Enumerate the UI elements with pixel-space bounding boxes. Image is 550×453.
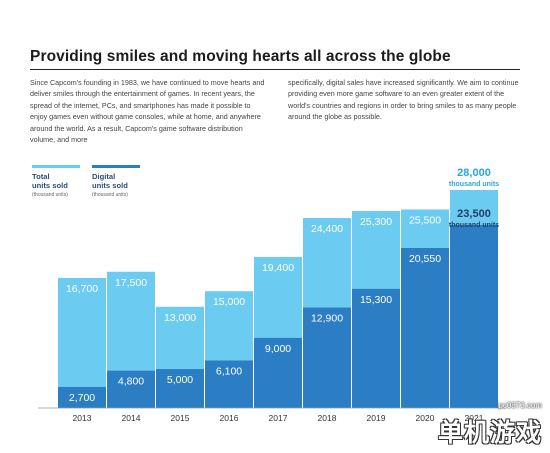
label-digital-2019: 15,300: [360, 294, 392, 306]
bar-total-2013: [58, 277, 106, 408]
bar-digital-2017: [254, 337, 302, 408]
watermark: pc0873.com 单机游戏: [412, 401, 544, 449]
bar-digital-2014: [107, 370, 155, 408]
legend-digital-unit: (thousand units): [92, 192, 128, 198]
label-digital-unit-2021: thousand units: [449, 222, 499, 229]
label-total-2020: 25,500: [409, 214, 441, 226]
x-tick-2018: 2018: [318, 413, 337, 423]
legend-digital: Digital units sold (thousand units): [92, 165, 140, 198]
x-tick-2017: 2017: [269, 413, 288, 423]
label-digital-2016: 6,100: [216, 366, 242, 378]
x-tick-2013: 2013: [73, 413, 92, 423]
title-divider: [30, 69, 520, 70]
legend-total: Total units sold (thousand units): [32, 165, 80, 198]
x-tick-2014: 2014: [122, 413, 141, 423]
legend-total-swatch: [32, 165, 80, 168]
x-tick-2015: 2015: [171, 413, 190, 423]
label-total-2015: 13,000: [164, 312, 196, 324]
label-digital-2018: 12,900: [311, 313, 343, 325]
watermark-logo: 单机游戏: [437, 419, 542, 447]
label-digital-2017: 9,000: [265, 343, 291, 355]
intro-paragraph-left: Since Capcom's founding in 1983, we have…: [30, 78, 265, 145]
x-tick-2021: 2021: [465, 413, 484, 423]
label-digital-2015: 5,000: [167, 374, 193, 386]
bar-digital-2020: [401, 248, 449, 408]
label-digital-2021: 23,500: [457, 208, 491, 220]
label-total-2021: 28,000: [457, 167, 491, 179]
bar-digital-2021: [450, 225, 498, 408]
x-tick-2016: 2016: [220, 413, 239, 423]
x-tick-2020: 2020: [416, 413, 435, 423]
label-total-2017: 19,400: [262, 262, 294, 274]
bar-digital-2015: [156, 369, 204, 408]
bar-digital-2018: [303, 307, 351, 408]
legend-digital-swatch: [92, 165, 140, 168]
label-total-unit-2021: thousand units: [449, 181, 499, 188]
legend-digital-label-line1: Digital: [92, 172, 116, 181]
intro-paragraph-right: specifically, digital sales have increas…: [288, 78, 519, 122]
legend-digital-label-line2: units sold: [92, 181, 128, 190]
label-total-2014: 17,500: [115, 277, 147, 289]
page-title: Providing smiles and moving hearts all a…: [30, 48, 451, 65]
label-digital-2014: 4,800: [118, 376, 144, 388]
x-tick-2019: 2019: [367, 413, 386, 423]
label-total-2019: 25,300: [360, 216, 392, 228]
legend-total-unit: (thousand units): [32, 192, 68, 198]
label-digital-2020: 20,550: [409, 253, 441, 265]
label-total-2016: 15,000: [213, 296, 245, 308]
label-digital-2013: 2,700: [69, 392, 95, 404]
watermark-site: pc0873.com: [498, 401, 542, 410]
bar-digital-2013: [58, 386, 106, 408]
bar-digital-2019: [352, 288, 400, 408]
label-total-2018: 24,400: [311, 223, 343, 235]
legend-total-label-line1: Total: [32, 172, 50, 181]
label-total-2013: 16,700: [66, 283, 98, 295]
bar-digital-2016: [205, 360, 253, 408]
legend-total-label-line2: units sold: [32, 181, 68, 190]
